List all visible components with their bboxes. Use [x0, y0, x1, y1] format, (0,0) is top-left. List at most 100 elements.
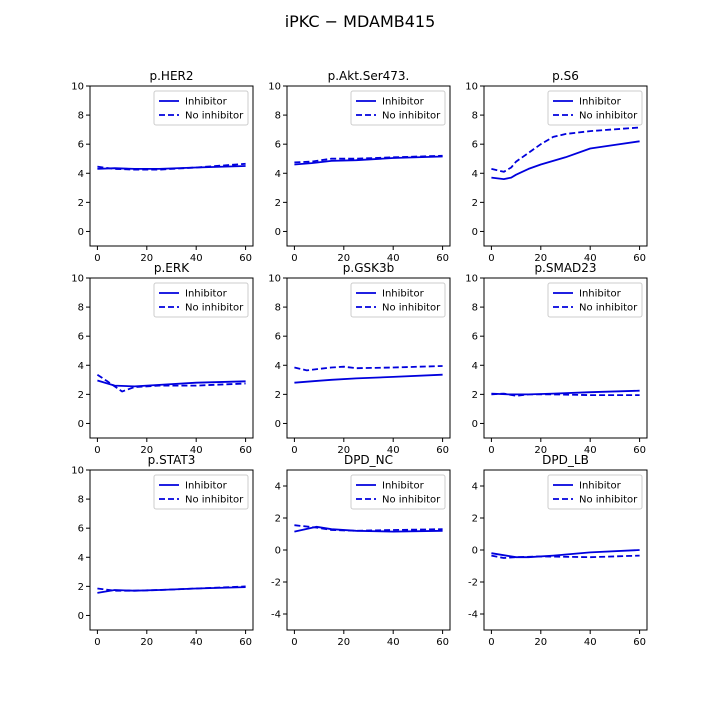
x-tick-label: 0: [291, 253, 297, 264]
y-tick-label: -4: [271, 610, 281, 621]
legend-box: [547, 282, 643, 318]
subplot: p.STAT3 0 20 40 60 0 2 4 6 8 10 Inhibitor No inhibit…: [71, 453, 254, 648]
subplot: DPD_LB 0 20 40 60 -4 -2 0 2 4 Inhibitor No inhibito…: [468, 453, 648, 648]
axes-frame: [89, 85, 254, 247]
legend: Inhibitor No inhibitor: [350, 90, 446, 126]
subplot-title: p.STAT3: [148, 453, 196, 467]
y-tick-label: 8: [472, 303, 478, 314]
x-tick-label: 60: [633, 445, 646, 456]
legend-label: No inhibitor: [382, 111, 441, 122]
subplot-title: p.HER2: [149, 69, 193, 83]
y-tick-label: -4: [468, 610, 478, 621]
y-tick-label: -2: [271, 578, 281, 589]
x-tick-label: 20: [337, 637, 350, 648]
y-tick-label: 4: [275, 482, 281, 493]
subplot: p.ERK 0 20 40 60 0 2 4 6 8 10 Inhibitor No inhibitor: [71, 261, 254, 456]
subplot-title: p.SMAD23: [534, 261, 596, 275]
x-tick-label: 0: [488, 637, 494, 648]
x-tick-label: 0: [94, 637, 100, 648]
x-tick-label: 60: [436, 637, 449, 648]
legend-box: [153, 474, 249, 510]
subplot-title: p.ERK: [154, 261, 190, 275]
x-tick-label: 20: [534, 637, 547, 648]
x-tick-label: 0: [94, 445, 100, 456]
x-tick-label: 20: [534, 253, 547, 264]
x-tick-label: 40: [190, 445, 203, 456]
subplot: p.S6 0 20 40 60 0 2 4 6 8 10 Inhibitor No inhibitor: [465, 69, 648, 264]
subplot-title: p.S6: [552, 69, 579, 83]
axes-frame: [483, 85, 648, 247]
y-tick-label: 6: [472, 332, 478, 343]
series-line-no-inhibitor: [491, 126, 640, 173]
axes-frame: [89, 469, 254, 631]
x-tick-label: 40: [190, 637, 203, 648]
legend-label: Inhibitor: [185, 97, 228, 108]
series-line-inhibitor: [294, 155, 443, 166]
legend: Inhibitor No inhibitor: [547, 90, 643, 126]
y-tick-label: 0: [78, 227, 84, 238]
y-tick-label: 0: [275, 419, 281, 430]
legend-label: Inhibitor: [579, 481, 622, 492]
y-tick-label: 8: [78, 303, 84, 314]
x-tick-label: 20: [337, 445, 350, 456]
series-line-no-inhibitor: [97, 585, 246, 592]
series-line-inhibitor: [491, 140, 640, 181]
x-tick-label: 60: [239, 637, 252, 648]
y-tick-label: 0: [78, 419, 84, 430]
legend: Inhibitor No inhibitor: [350, 474, 446, 510]
subplot-title: p.GSK3b: [343, 261, 394, 275]
y-tick-label: 10: [268, 274, 281, 285]
y-tick-label: 2: [275, 198, 281, 209]
y-tick-label: 10: [71, 466, 84, 477]
y-tick-label: 0: [472, 227, 478, 238]
series-line-no-inhibitor: [96, 373, 246, 393]
y-tick-label: 2: [275, 514, 281, 525]
legend: Inhibitor No inhibitor: [547, 474, 643, 510]
y-tick-label: 2: [472, 198, 478, 209]
y-tick-label: 6: [472, 140, 478, 151]
legend-label: Inhibitor: [382, 97, 425, 108]
y-tick-label: 6: [275, 332, 281, 343]
legend-label: Inhibitor: [382, 289, 425, 300]
legend-box: [547, 90, 643, 126]
legend-label: No inhibitor: [185, 111, 244, 122]
y-tick-label: 10: [71, 274, 84, 285]
x-tick-label: 20: [140, 253, 153, 264]
subplot-title: DPD_NC: [344, 453, 393, 467]
y-tick-label: 10: [268, 82, 281, 93]
series-line-no-inhibitor: [491, 554, 640, 559]
y-tick-label: 8: [275, 303, 281, 314]
legend-box: [153, 282, 249, 318]
series-line-no-inhibitor: [294, 154, 443, 164]
y-tick-label: 0: [472, 546, 478, 557]
legend-label: No inhibitor: [382, 495, 441, 506]
x-tick-label: 20: [140, 637, 153, 648]
y-tick-label: 2: [78, 390, 84, 401]
x-tick-label: 60: [633, 637, 646, 648]
legend-label: No inhibitor: [382, 303, 441, 314]
y-tick-label: 4: [78, 169, 84, 180]
y-tick-label: 6: [275, 140, 281, 151]
x-tick-label: 60: [633, 253, 646, 264]
x-tick-label: 0: [291, 445, 297, 456]
y-tick-label: 4: [472, 361, 478, 372]
x-tick-label: 60: [436, 253, 449, 264]
y-tick-label: 2: [78, 582, 84, 593]
y-tick-label: 4: [472, 169, 478, 180]
x-tick-label: 0: [488, 445, 494, 456]
x-tick-label: 0: [94, 253, 100, 264]
y-tick-label: -2: [468, 578, 478, 589]
legend-box: [350, 474, 446, 510]
legend-label: Inhibitor: [382, 481, 425, 492]
y-tick-label: 6: [78, 332, 84, 343]
x-tick-label: 40: [387, 253, 400, 264]
legend-box: [547, 474, 643, 510]
x-tick-label: 40: [584, 637, 597, 648]
legend-box: [350, 282, 446, 318]
y-tick-label: 4: [275, 361, 281, 372]
subplot-title: p.Akt.Ser473.: [328, 69, 410, 83]
y-tick-label: 0: [275, 227, 281, 238]
y-tick-label: 4: [78, 361, 84, 372]
